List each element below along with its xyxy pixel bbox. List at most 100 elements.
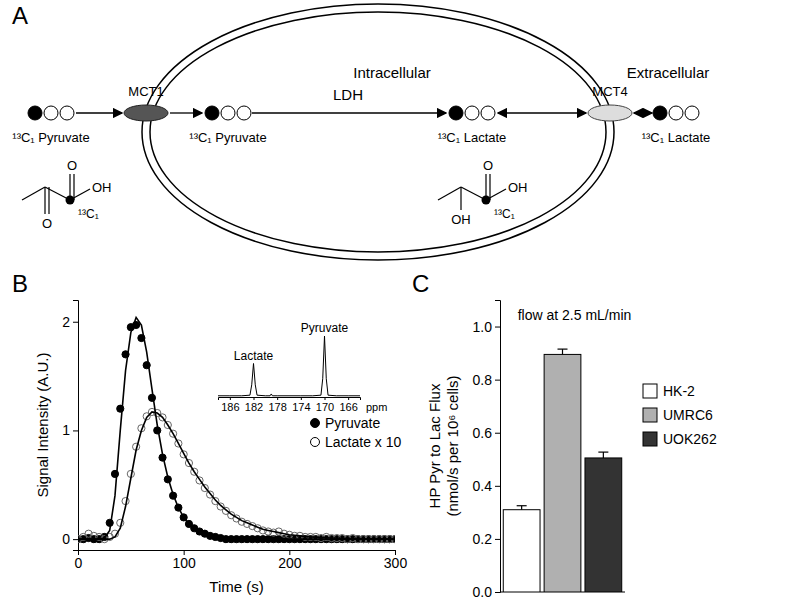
x-axis-title: Time (s) [209, 578, 263, 595]
axis-line [79, 551, 396, 556]
carbon-atom [221, 106, 235, 120]
carbon-atom [449, 106, 463, 120]
peak-label: Pyruvate [301, 321, 349, 335]
molecule [28, 106, 74, 120]
species-label: ¹³C₁ Lactate [642, 130, 711, 145]
bond [48, 187, 49, 214]
tick-mark [495, 327, 500, 328]
axis-line [73, 301, 79, 551]
tick-label: 0.2 [473, 531, 493, 547]
tick: 186 [221, 397, 239, 413]
tick-label: 178 [268, 401, 286, 413]
bond [438, 187, 461, 200]
carbon-atom [44, 106, 58, 120]
error-bar-cap [517, 505, 527, 506]
tick-mark [348, 397, 349, 400]
panel-letter: B [12, 270, 28, 297]
legend-label: HK-2 [663, 383, 695, 399]
atom-label: OH [508, 180, 528, 195]
atom-label: OH [92, 180, 112, 195]
legend-swatch [643, 408, 657, 422]
atom-label: O [483, 158, 493, 173]
plot-area [78, 317, 395, 542]
molecule [449, 106, 495, 120]
transporter-label: MCT4 [592, 84, 627, 99]
tick-label: 0 [75, 555, 83, 571]
tick-mark [277, 397, 278, 400]
error-bar-cap [598, 452, 608, 453]
tick: 0.8 [473, 372, 500, 388]
peak-label: Lactate [234, 349, 274, 363]
legend-item: UMRC6 [643, 407, 713, 423]
tick-mark [230, 397, 231, 400]
legend-label: UMRC6 [663, 407, 713, 423]
tick-label: 170 [316, 401, 334, 413]
tick-mark [73, 430, 78, 431]
transporter [124, 105, 168, 121]
axis-line [495, 301, 501, 593]
plot-area [503, 349, 621, 592]
tick-mark [495, 486, 500, 487]
legend-label: Pyruvate [325, 415, 380, 431]
panel-letter: A [12, 2, 28, 29]
tick: 178 [268, 397, 286, 413]
tick-label: 0.4 [473, 478, 493, 494]
legend: HK-2UMRC6UOK262 [643, 383, 717, 447]
bond [73, 174, 74, 200]
bar [544, 354, 581, 592]
tick-label: 0.8 [473, 372, 493, 388]
labeled-carbon [66, 196, 75, 205]
tick-label: 300 [384, 555, 408, 571]
carbon-atom [205, 106, 219, 120]
arrow [634, 112, 652, 113]
figure-svg: AIntracellularExtracellularLDHMCT1MCT4¹³… [0, 0, 800, 612]
isotope-label: ¹³C₁ [494, 207, 515, 221]
carbon-atom [28, 106, 42, 120]
tick: 0 [62, 531, 78, 547]
tick-mark [495, 433, 500, 434]
tick-mark [301, 397, 302, 400]
compartment-label: Extracellular [627, 64, 710, 81]
tick-label: 0 [62, 531, 70, 547]
carbon-atom [237, 106, 251, 120]
species-label: ¹³C₁ Lactate [438, 130, 507, 145]
tick: 1.0 [473, 319, 500, 335]
legend-marker [311, 419, 320, 428]
cell-membrane-outer [142, 4, 614, 260]
compartment-label: Intracellular [353, 64, 431, 81]
data-point [148, 394, 155, 401]
error-bar-cap [558, 349, 568, 350]
legend-item: Pyruvate [311, 415, 381, 431]
tick-label: 182 [245, 401, 263, 413]
legend-swatch [643, 432, 657, 446]
tick: 166 [339, 397, 357, 413]
x-axis: 186182178174170166 [219, 397, 361, 413]
bar [503, 510, 540, 592]
series-line [78, 412, 395, 539]
cell-membrane-inner [150, 12, 606, 252]
species-label: ¹³C₁ Pyruvate [189, 130, 266, 145]
legend-item: Lactate x 10 [311, 434, 402, 450]
carbon-atom [481, 106, 495, 120]
tick: 0.2 [473, 531, 500, 547]
xy-chart: 186182178174170166ppmLactatePyruvate [218, 321, 387, 413]
bar [585, 458, 622, 592]
arrow [170, 112, 202, 113]
tick: 300 [384, 550, 408, 571]
tick-mark [495, 539, 500, 540]
tick-mark [73, 322, 78, 323]
legend-swatch [643, 384, 657, 398]
x-axis: 0100200300 [75, 550, 408, 571]
transporter-label: MCT1 [128, 84, 163, 99]
transporter [588, 105, 632, 121]
tick-label: 0.0 [473, 584, 493, 600]
chart-title: flow at 2.5 mL/min [518, 307, 632, 323]
tick-mark [495, 380, 500, 381]
isotope-label: ¹³C₁ [78, 207, 99, 221]
carbon-atom [685, 106, 699, 120]
plot-area [218, 336, 360, 396]
atom-label: O [67, 158, 77, 173]
tick-mark [325, 397, 326, 400]
error-bar [598, 452, 608, 458]
legend-label: Lactate x 10 [325, 434, 401, 450]
